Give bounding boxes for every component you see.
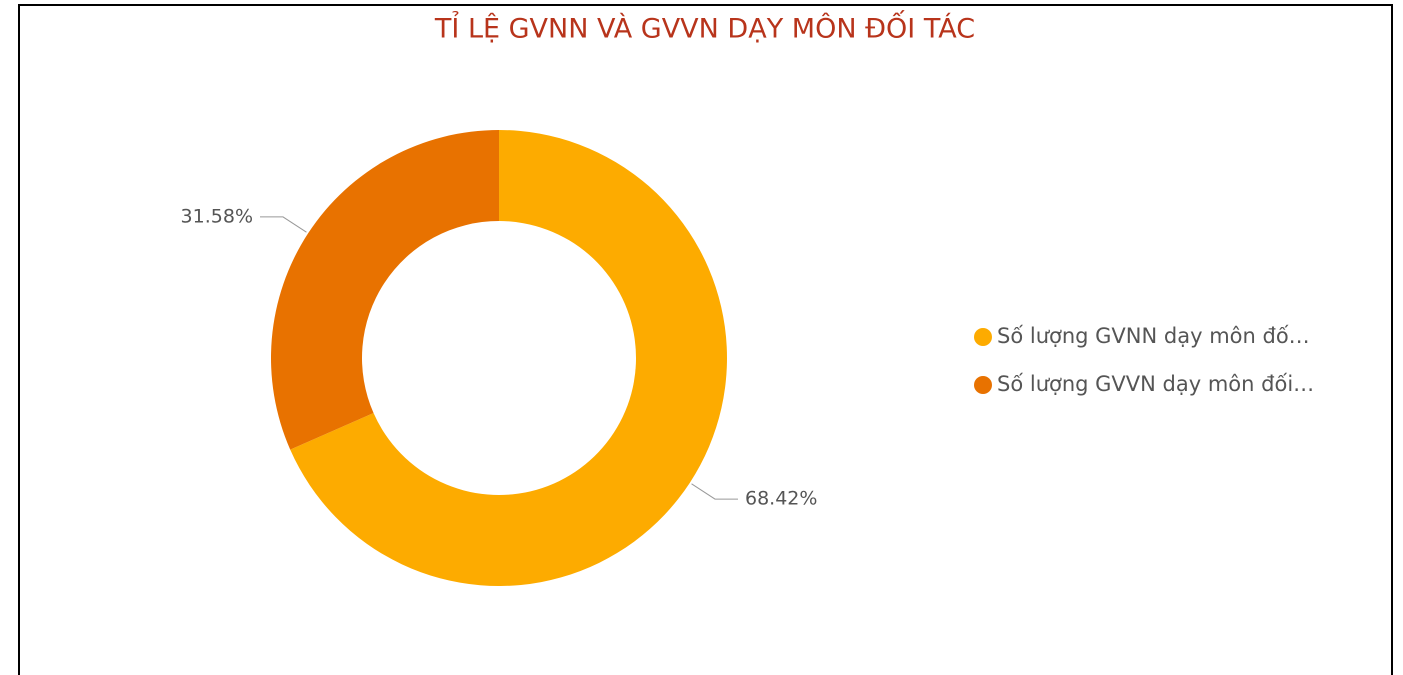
donut-slice: [290, 130, 727, 586]
chart-title: TỈ LỆ GVNN VÀ GVVN DẠY MÔN ĐỐI TÁC: [434, 10, 975, 45]
data-label: 31.58%: [181, 205, 253, 227]
legend-marker: [974, 376, 992, 394]
leader-line: [260, 216, 307, 233]
legend-label: Số lượng GVNN dạy môn đố…: [997, 324, 1310, 348]
legend-marker: [974, 328, 992, 346]
frame: [18, 4, 1393, 675]
data-label: 68.42%: [745, 488, 817, 510]
donut-slice: [271, 130, 499, 450]
leader-line: [691, 483, 738, 500]
legend-label: Số lượng GVVN dạy môn đối…: [997, 372, 1314, 396]
